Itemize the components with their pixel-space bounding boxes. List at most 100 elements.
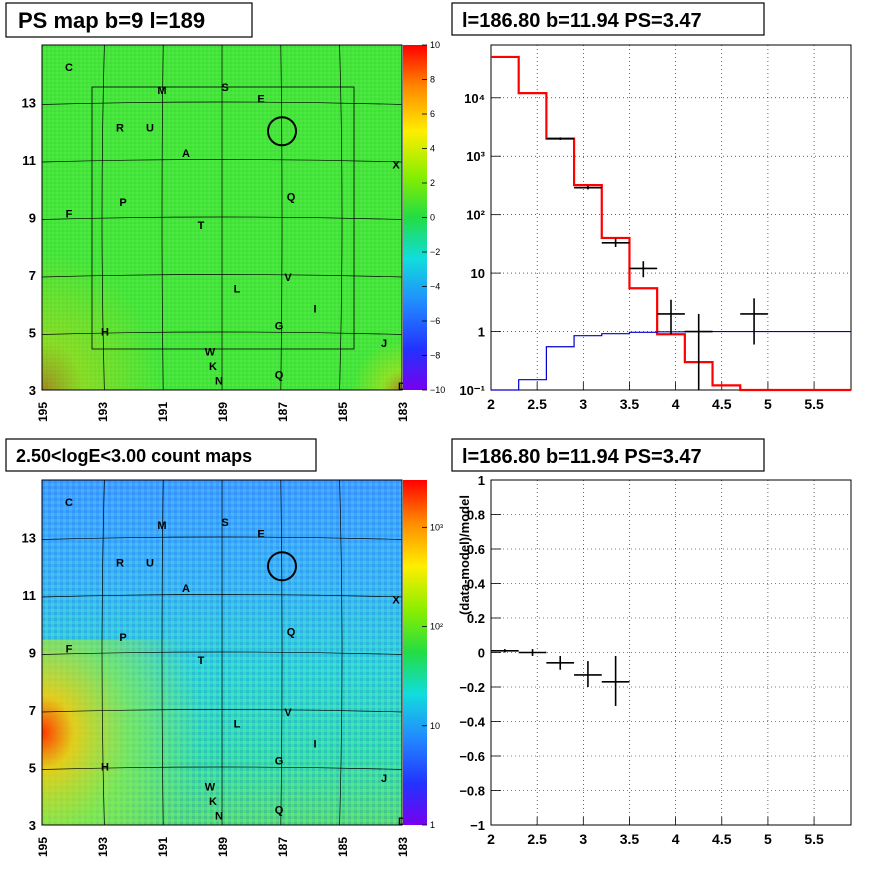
ps-map-colorbar-ticks: 10 8 6 4 2 0 −2 −4 −6 −8 −10 <box>422 40 445 395</box>
y-tick-label: 7 <box>29 703 36 718</box>
x-tick-label: 3 <box>579 831 587 847</box>
grid-meridian <box>101 44 105 391</box>
colorbar-tick-label: −6 <box>430 316 440 326</box>
x-tick-label: 191 <box>156 837 170 857</box>
source-label: I <box>313 303 316 315</box>
source-label: L <box>234 283 241 295</box>
source-label: I <box>313 738 316 750</box>
x-tick-label: 3 <box>579 396 587 412</box>
x-tick-label: 187 <box>276 402 290 422</box>
y-tick-label: 1 <box>478 325 485 340</box>
y-tick-label: −0.6 <box>459 749 485 764</box>
source-label: K <box>209 796 217 808</box>
source-label: D <box>398 816 406 828</box>
count-map-hotspot-left <box>42 640 202 825</box>
source-label: S <box>221 517 228 529</box>
grid-parallel <box>41 331 403 335</box>
x-tick-label: 4.5 <box>712 831 732 847</box>
source-label: N <box>215 810 223 822</box>
y-tick-label: 11 <box>22 588 36 603</box>
grid-parallel <box>41 274 403 278</box>
colorbar-tick-label: −10 <box>430 385 445 395</box>
y-tick-label: 3 <box>29 383 36 398</box>
source-label: W <box>205 347 216 359</box>
y-tick-label: 10² <box>466 208 485 223</box>
y-tick-label: 10³ <box>466 149 485 164</box>
spectrum-panel: 2 2.5 3 3.5 4 4.5 5 5.5 10⁻¹ 1 10 10² 10³ 10⁴ l=186.8… <box>451 2 852 412</box>
residual-panel: 2 2.5 3 3.5 4 4.5 5 5.5 −1 −0.8 −0.6 −0.4 −0.2 0 0.2 0.… <box>451 438 852 847</box>
y-tick-label: 5 <box>29 326 36 341</box>
data-histogram-line <box>491 55 851 392</box>
count-map-colorbar <box>403 480 427 825</box>
source-label: H <box>101 326 109 338</box>
x-tick-label: 4.5 <box>712 396 732 412</box>
source-label: U <box>146 557 154 569</box>
colorbar-tick-label: −2 <box>430 247 440 257</box>
source-label: D <box>398 381 406 393</box>
source-label: M <box>157 520 166 532</box>
source-label: G <box>275 756 284 768</box>
colorbar-tick-label: −4 <box>430 282 440 292</box>
colorbar-tick-label: 10³ <box>430 522 443 532</box>
ps-map-title-box <box>5 2 253 38</box>
grid-parallel <box>41 766 403 770</box>
colorbar-tick-label: 1 <box>430 820 435 830</box>
x-tick-label: 5.5 <box>804 831 824 847</box>
source-label: E <box>257 94 264 106</box>
source-label: P <box>119 197 126 209</box>
residual-title-box <box>451 438 765 472</box>
colorbar-tick-label: 8 <box>430 75 435 85</box>
colorbar-tick-label: 4 <box>430 144 435 154</box>
x-tick-label: 183 <box>396 402 410 422</box>
source-label: S <box>221 82 228 94</box>
grid-parallel <box>41 216 403 220</box>
y-tick-label: 0.8 <box>467 508 485 523</box>
grid-parallel <box>41 594 403 598</box>
grid-parallel <box>41 101 403 105</box>
source-label: X <box>392 595 400 607</box>
colorbar-tick-label: 10 <box>430 40 440 50</box>
y-tick-label: 3 <box>29 818 36 833</box>
spectrum-title: l=186.80 b=11.94 PS=3.47 <box>462 10 702 32</box>
y-tick-label: 10⁴ <box>464 91 485 106</box>
source-label: E <box>257 529 264 541</box>
grid-parallel <box>41 536 403 540</box>
x-tick-label: 5 <box>764 831 772 847</box>
grid-parallel <box>41 651 403 655</box>
source-label: R <box>116 122 124 134</box>
x-tick-label: 189 <box>216 837 230 857</box>
y-tick-label: 13 <box>22 531 36 546</box>
y-tick-label: −0.2 <box>459 680 485 695</box>
y-tick-label: 5 <box>29 761 36 776</box>
source-label: C <box>65 497 73 509</box>
y-axis-label: (data-model)/model <box>457 495 472 615</box>
source-label: V <box>284 272 292 284</box>
source-label: C <box>65 62 73 74</box>
colorbar-tick-label: 10² <box>430 622 443 632</box>
x-tick-label: 195 <box>36 837 50 857</box>
x-tick-label: 185 <box>336 402 350 422</box>
source-label: N <box>215 375 223 387</box>
source-label: T <box>198 220 205 232</box>
y-tick-label: 9 <box>29 646 36 661</box>
source-label: H <box>101 761 109 773</box>
y-tick-label: 1 <box>478 473 485 488</box>
count-map-title-box <box>5 438 317 472</box>
x-tick-label: 4 <box>672 831 680 847</box>
grid-parallel <box>41 709 403 713</box>
ps-map-title: PS map b=9 l=189 <box>18 8 205 33</box>
source-label: F <box>66 209 73 221</box>
source-label: Q <box>287 191 296 203</box>
colorbar-tick-label: 10 <box>430 721 440 731</box>
source-label: T <box>198 655 205 667</box>
x-tick-label: 193 <box>96 402 110 422</box>
source-circle <box>267 551 297 582</box>
ps-map-roi-box <box>91 86 355 350</box>
y-tick-label: −0.4 <box>459 715 485 730</box>
source-label: L <box>234 718 241 730</box>
y-tick-label: 10⁻¹ <box>459 383 485 398</box>
y-tick-label: 7 <box>29 268 36 283</box>
